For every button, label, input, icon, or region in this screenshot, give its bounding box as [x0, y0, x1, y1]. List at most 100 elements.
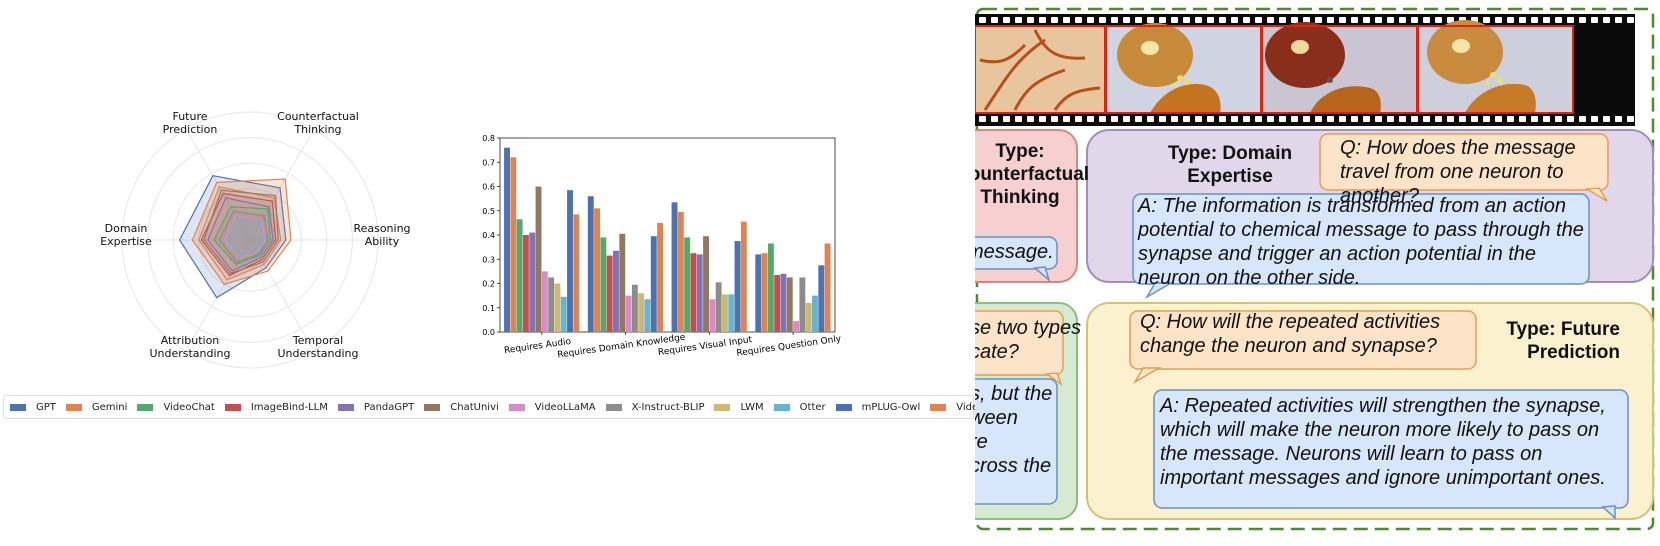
domain-answer: A: The information is transformed from a… [1138, 195, 1584, 289]
future-answer: A: Repeated activities will strengthen t… [1160, 395, 1606, 489]
y-tick-label: 0.5 [482, 207, 495, 216]
y-tick-label: 0.8 [482, 134, 495, 143]
bar-VideoLLaMA-3 [793, 321, 800, 332]
bar-Otter-1 [644, 299, 651, 332]
bar-GPT-3 [755, 254, 762, 332]
radar-series-8 [226, 219, 264, 257]
bar-GPT-0 [504, 147, 510, 332]
legend-item: PandaGPT [337, 401, 415, 413]
bar-LWM-1 [638, 293, 645, 332]
bar-ChatUnivi-3 [786, 277, 793, 332]
bar-ChatUnivi-2 [703, 236, 709, 332]
legend-item: VideoChat [137, 401, 215, 413]
domain-question: Q: How does the message travel from one … [1340, 137, 1576, 207]
video-frame-4 [1417, 20, 1574, 114]
bar-LWM-3 [805, 302, 812, 332]
legend-label: GPT [36, 401, 56, 413]
bar-ImageBind-LLM-3 [774, 275, 781, 332]
radar-axis-labels: Future Prediction Counterfactual Thinking Re… [100, 110, 410, 360]
radar-spoke [249, 128, 315, 241]
legend-item: LWM [714, 401, 764, 413]
counterfactual-answer-fragment: message. [975, 241, 1054, 263]
example-panel: Type: Counterfactual Thinking message. T… [975, 0, 1660, 546]
radar-axis-label: Domain Expertise [100, 222, 152, 248]
y-tick-label: 0.1 [482, 304, 495, 313]
bar-X-Instruct-BLIP-3 [799, 277, 806, 332]
bar-mPLUG-Owl-1 [650, 236, 657, 332]
bar-VideoChat-1 [600, 237, 607, 332]
bar-PandaGPT-2 [696, 254, 703, 332]
bar-Gemini-2 [677, 211, 684, 332]
legend-label: mPLUG-Owl [861, 401, 921, 413]
bar-mPLUG-Owl-0 [567, 190, 573, 332]
legend-label: VideoLLaMA [534, 401, 596, 413]
legend-swatch [773, 403, 790, 411]
bar-Gemini-1 [594, 208, 601, 332]
bar-PandaGPT-1 [613, 250, 619, 332]
y-tick-label: 0.4 [482, 231, 495, 240]
legend-swatch [10, 403, 26, 411]
bar-GPT-2 [671, 202, 678, 332]
left-question-fragment: se two types cate? [975, 317, 1082, 363]
bar-ImageBind-LLM-0 [522, 235, 529, 332]
y-tick-label: 0.2 [482, 280, 495, 289]
bar-GPT-1 [587, 196, 594, 332]
bar-Video-LLaVA-3 [824, 243, 831, 332]
legend-swatch [714, 403, 731, 411]
radar-polygons [178, 175, 292, 299]
legend-swatch [424, 403, 441, 411]
bar-VideoChat-2 [684, 237, 691, 332]
radar-series-9 [223, 214, 266, 259]
type-domain-label: Type: Domain Expertise [1167, 143, 1293, 187]
bar-PandaGPT-0 [529, 232, 536, 332]
bar-Otter-0 [560, 296, 567, 332]
bar-Gemini-3 [761, 253, 768, 332]
radar-axis-label: Attribution Understanding [149, 334, 230, 360]
legend-label: ImageBind-LLM [250, 401, 328, 413]
legend-label: Gemini [91, 401, 128, 413]
legend-label: LWM [740, 401, 764, 413]
legend-label: Otter [799, 401, 826, 413]
bar-Otter-3 [812, 295, 818, 332]
bar-LWM-2 [721, 294, 728, 332]
legend-swatch [930, 403, 947, 411]
y-tick-label: 0.0 [482, 328, 495, 337]
bar-X-Instruct-BLIP-1 [631, 284, 638, 332]
bar-Video-LLaVA-1 [657, 222, 664, 332]
bar-PandaGPT-3 [780, 273, 787, 332]
legend-swatch [835, 403, 852, 411]
radar-spoke [185, 239, 251, 352]
bar-ImageBind-LLM-1 [606, 255, 613, 332]
legend-item: VideoLLaMA [508, 401, 596, 413]
bar-X-Instruct-BLIP-0 [548, 277, 555, 332]
legend-label: PandaGPT [363, 401, 415, 413]
bar-VideoLLaMA-0 [541, 271, 548, 332]
legend-item: ChatUnivi [424, 402, 499, 413]
bar-Video-LLaVA-2 [740, 221, 747, 332]
radar-chart: Future Prediction Counterfactual Thinking Re… [100, 110, 411, 369]
legend-label: ChatUnivi [450, 401, 499, 413]
radar-axis-label: Reasoning Ability [353, 222, 410, 248]
video-frame-3 [1261, 22, 1418, 114]
y-tick-label: 0.6 [482, 183, 495, 192]
legend-swatch [337, 403, 354, 411]
legend-swatch [137, 403, 154, 411]
legend-label: X-Instruct-BLIP [631, 401, 705, 413]
bar-VideoChat-3 [767, 243, 774, 332]
legend-item: X-Instruct-BLIP [605, 401, 705, 413]
legend-item: Otter [773, 401, 826, 413]
x-tick-label: Requires Question Only [736, 334, 843, 359]
bar-LWM-0 [554, 283, 561, 332]
legend-label: VideoChat [163, 401, 215, 413]
bar-VideoLLaMA-1 [625, 295, 632, 332]
video-frame-1 [975, 25, 1106, 114]
bar-Video-LLaVA-0 [573, 214, 580, 332]
bar-ImageBind-LLM-2 [690, 253, 697, 332]
chart-legend: GPT Gemini VideoChat ImageBind-LLM PandaGPT C… [3, 395, 1018, 419]
bar-ChatUnivi-1 [619, 233, 626, 332]
y-tick-label: 0.3 [482, 255, 495, 264]
legend-swatch [605, 403, 622, 411]
legend-swatch [224, 403, 241, 411]
radar-grid [121, 111, 379, 369]
panel-background [975, 7, 1655, 531]
